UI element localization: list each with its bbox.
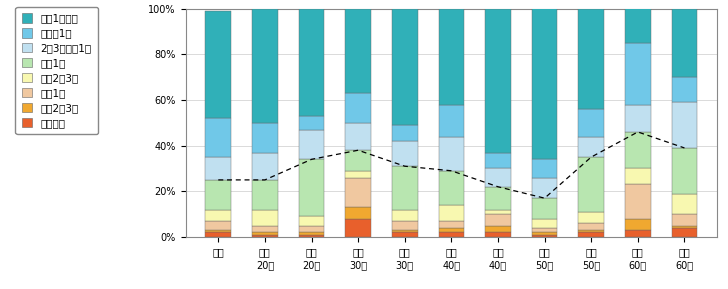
Bar (345, 150, 371, 171)
Bar (392, 166, 418, 210)
Bar (531, 178, 558, 198)
Bar (205, 11, 231, 118)
Bar (298, 130, 325, 159)
Bar (531, 228, 558, 232)
Bar (531, 235, 558, 237)
Bar (205, 230, 231, 232)
Bar (485, 214, 511, 226)
Bar (392, 141, 418, 166)
Bar (578, 230, 604, 232)
Bar (392, 9, 418, 125)
Bar (672, 77, 697, 102)
Bar (672, 148, 697, 194)
Bar (205, 232, 231, 237)
Bar (578, 136, 604, 157)
Bar (252, 235, 277, 237)
Bar (531, 6, 558, 159)
Bar (438, 232, 464, 237)
Bar (531, 219, 558, 228)
Bar (392, 210, 418, 221)
Bar (205, 157, 231, 180)
Bar (672, 194, 697, 214)
Bar (392, 230, 418, 232)
Bar (625, 219, 651, 230)
Bar (485, 9, 511, 153)
Bar (578, 223, 604, 230)
Bar (392, 232, 418, 237)
Bar (672, 214, 697, 226)
Bar (252, 210, 277, 226)
Bar (485, 226, 511, 232)
Bar (625, 132, 651, 168)
Bar (298, 232, 325, 235)
Bar (531, 232, 558, 235)
Bar (531, 159, 558, 178)
Bar (298, 216, 325, 226)
Bar (252, 153, 277, 180)
Bar (625, 184, 651, 219)
Bar (485, 210, 511, 214)
Bar (252, 232, 277, 235)
Bar (252, 180, 277, 210)
Bar (438, 171, 464, 205)
Bar (205, 221, 231, 230)
Legend: 年に1回以下, 半年に1回, 2～3カ月に1回, 月に1回, 月に2～3回, 週に1回, 週に2～3回, ほぼ毎日: 年に1回以下, 半年に1回, 2～3カ月に1回, 月に1回, 月に2～3回, 週… (15, 7, 98, 134)
Bar (485, 187, 511, 210)
Bar (625, 105, 651, 132)
Bar (205, 118, 231, 157)
Bar (345, 178, 371, 207)
Bar (438, 105, 464, 136)
Bar (252, 226, 277, 232)
Bar (345, 93, 371, 123)
Bar (438, 228, 464, 232)
Bar (345, 123, 371, 150)
Bar (392, 221, 418, 230)
Bar (625, 230, 651, 237)
Bar (672, 9, 697, 77)
Bar (438, 136, 464, 171)
Bar (438, 221, 464, 228)
Bar (438, 205, 464, 221)
Bar (578, 212, 604, 223)
Bar (578, 232, 604, 237)
Bar (578, 157, 604, 212)
Bar (625, 168, 651, 184)
Bar (485, 153, 511, 168)
Bar (205, 180, 231, 210)
Bar (345, 171, 371, 178)
Bar (625, 43, 651, 105)
Bar (672, 228, 697, 237)
Bar (531, 198, 558, 219)
Bar (578, 9, 604, 109)
Bar (345, 9, 371, 93)
Bar (252, 9, 277, 123)
Bar (625, 6, 651, 43)
Bar (298, 226, 325, 232)
Bar (485, 168, 511, 187)
Bar (298, 9, 325, 116)
Bar (252, 123, 277, 153)
Bar (205, 210, 231, 221)
Bar (578, 109, 604, 136)
Bar (672, 102, 697, 148)
Bar (298, 116, 325, 130)
Bar (438, 9, 464, 105)
Bar (672, 226, 697, 228)
Bar (298, 159, 325, 216)
Bar (485, 232, 511, 237)
Bar (392, 125, 418, 141)
Bar (298, 235, 325, 237)
Bar (345, 207, 371, 219)
Bar (345, 219, 371, 237)
